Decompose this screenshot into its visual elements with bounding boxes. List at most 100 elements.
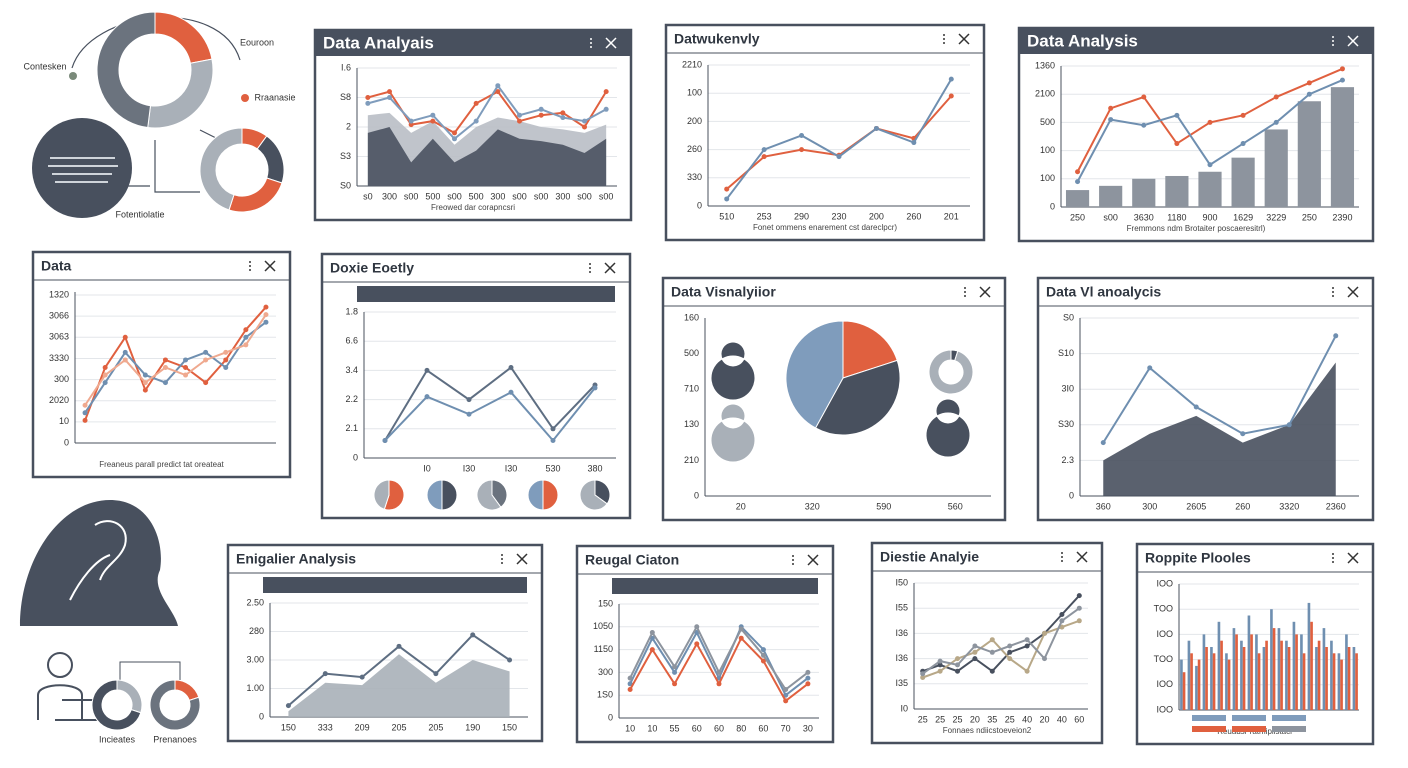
pie-slice bbox=[373, 479, 390, 510]
point bbox=[560, 110, 566, 116]
x-tick-label: 300 bbox=[1142, 501, 1157, 511]
point bbox=[948, 76, 954, 82]
close-button[interactable] bbox=[516, 553, 528, 565]
x-tick-label: s00 bbox=[577, 191, 592, 201]
y-tick-label: S8 bbox=[340, 92, 351, 102]
x-tick-label: 20 bbox=[736, 501, 746, 511]
point bbox=[972, 643, 978, 649]
bar bbox=[1257, 653, 1261, 710]
pie-slice bbox=[476, 479, 502, 511]
x-tick-label: 30 bbox=[803, 723, 813, 733]
header-bar bbox=[357, 286, 615, 302]
pie-slice bbox=[491, 479, 508, 508]
point bbox=[203, 357, 209, 363]
x-tick-label: 3630 bbox=[1134, 212, 1154, 222]
x-tick-label: s00 bbox=[534, 191, 549, 201]
window-title: Data Vl anoalycis bbox=[1046, 284, 1161, 300]
y-tick-label: I0 bbox=[900, 703, 908, 713]
bar bbox=[1287, 647, 1291, 710]
y-tick-label: I36 bbox=[895, 653, 908, 663]
x-tick-label: 60 bbox=[714, 723, 724, 733]
point bbox=[1147, 365, 1153, 371]
point bbox=[1174, 141, 1180, 147]
decor bbox=[20, 16, 249, 721]
bar bbox=[1242, 647, 1246, 710]
line bbox=[384, 387, 596, 443]
y-tick-label: TOO bbox=[1154, 604, 1173, 614]
point bbox=[550, 426, 556, 432]
y-tick-label: 710 bbox=[684, 384, 699, 394]
y-tick-label: IOO bbox=[1156, 629, 1173, 639]
x-tick-label: s00 bbox=[1103, 212, 1118, 222]
close-button[interactable] bbox=[1347, 552, 1359, 564]
y-tick-label: 2.1 bbox=[345, 423, 358, 433]
close-button[interactable] bbox=[807, 554, 819, 566]
point bbox=[538, 112, 544, 118]
x-tick-label: 25 bbox=[918, 714, 928, 724]
x-tick-label: 360 bbox=[1096, 501, 1111, 511]
y-tick-label: 0 bbox=[697, 200, 702, 210]
point bbox=[1024, 643, 1030, 649]
label: Contesken bbox=[23, 61, 66, 71]
close-button[interactable] bbox=[605, 37, 617, 49]
x-tick-label: 1629 bbox=[1233, 212, 1253, 222]
pie-slice bbox=[426, 479, 443, 511]
bar bbox=[1240, 640, 1243, 710]
close-button[interactable] bbox=[979, 286, 991, 298]
close-button[interactable] bbox=[1347, 35, 1359, 47]
caption: Freowed dar corapncsri bbox=[431, 203, 515, 212]
bar bbox=[1099, 185, 1123, 207]
point bbox=[649, 647, 655, 653]
x-tick-label: 560 bbox=[948, 501, 963, 511]
close-button[interactable] bbox=[1347, 286, 1359, 298]
x-tick-label: 190 bbox=[465, 722, 480, 732]
pie-slice bbox=[174, 679, 200, 701]
point bbox=[920, 671, 926, 677]
line bbox=[367, 83, 607, 141]
point bbox=[466, 411, 472, 417]
point bbox=[724, 196, 730, 202]
point bbox=[466, 397, 472, 403]
y-tick-label: IOO bbox=[1156, 679, 1173, 689]
y-tick-label: 1S0 bbox=[597, 690, 613, 700]
y-tick-label: 2.50 bbox=[246, 597, 264, 607]
close-button[interactable] bbox=[604, 262, 616, 274]
info-disc bbox=[32, 118, 132, 218]
point bbox=[452, 130, 457, 136]
close-button[interactable] bbox=[264, 260, 276, 272]
y-tick-label: 300 bbox=[598, 667, 613, 677]
x-tick-label: 260 bbox=[906, 211, 921, 221]
point bbox=[508, 364, 514, 370]
bar bbox=[1197, 659, 1201, 710]
point bbox=[738, 635, 744, 641]
point bbox=[263, 312, 269, 318]
y-tick-label: 200 bbox=[687, 116, 702, 126]
point bbox=[183, 365, 189, 370]
point bbox=[760, 652, 766, 658]
point bbox=[359, 674, 365, 680]
y-tick-label: 1050 bbox=[593, 621, 613, 631]
user-body bbox=[37, 684, 102, 721]
pie-slice bbox=[441, 479, 458, 511]
point bbox=[430, 112, 436, 118]
x-tick-label: 40 bbox=[1022, 714, 1032, 724]
x-tick-label: 60 bbox=[692, 723, 702, 733]
point bbox=[365, 100, 371, 106]
y-tick-label: 3063 bbox=[49, 332, 69, 342]
x-tick-label: 380 bbox=[587, 463, 602, 473]
point bbox=[937, 668, 943, 674]
close-button[interactable] bbox=[1076, 551, 1088, 563]
close-button[interactable] bbox=[958, 33, 970, 45]
bar bbox=[1307, 602, 1311, 710]
point bbox=[223, 357, 229, 363]
x-tick-label: 150 bbox=[281, 722, 296, 732]
y-tick-label: 1.00 bbox=[246, 683, 264, 693]
point bbox=[724, 186, 730, 192]
bar bbox=[1247, 615, 1251, 710]
bar bbox=[1345, 634, 1348, 710]
area bbox=[1103, 362, 1336, 496]
y-tick-label: 0 bbox=[1050, 201, 1055, 211]
point bbox=[183, 372, 189, 378]
x-tick-label: 253 bbox=[757, 211, 772, 221]
point bbox=[243, 334, 249, 340]
